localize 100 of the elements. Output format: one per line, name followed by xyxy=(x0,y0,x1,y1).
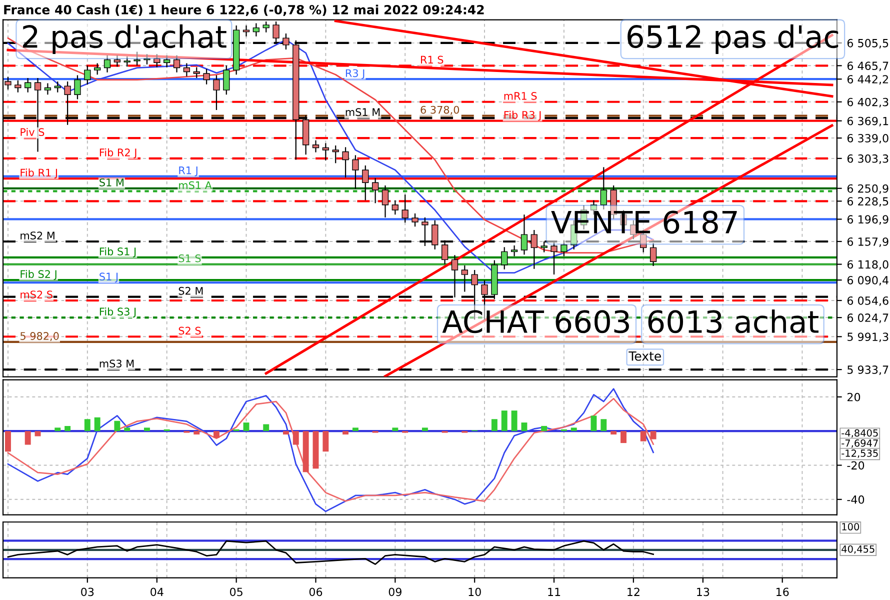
y-tick-label: 6 157,9 xyxy=(847,237,888,247)
text: 40,455 xyxy=(842,545,874,554)
bar xyxy=(64,426,71,432)
bar xyxy=(194,431,200,434)
ref-line-label: 5 982,0 xyxy=(20,332,59,341)
y-tick-label: 6 465,7 xyxy=(847,62,888,72)
ref-line-label: mS1 M xyxy=(346,108,380,116)
bar xyxy=(491,419,498,432)
ref-line-label: Fib R1 J xyxy=(20,168,57,179)
annotation: VENTE 6187 xyxy=(551,210,737,234)
candlestick xyxy=(322,142,330,161)
y-tick-label: 20 xyxy=(847,392,860,402)
line-series xyxy=(7,398,654,502)
bar xyxy=(282,431,289,434)
x-tick-label: 13 xyxy=(697,588,710,596)
candlestick xyxy=(94,62,101,76)
candlestick xyxy=(501,246,508,270)
text: -4,8405 xyxy=(842,429,878,438)
candlestick xyxy=(223,64,230,96)
candlestick xyxy=(44,82,52,96)
bar xyxy=(511,410,518,432)
ref-line-label: mR1 S xyxy=(504,92,537,100)
bar xyxy=(312,431,319,469)
x-tick-label: 06 xyxy=(309,588,322,596)
candlestick xyxy=(461,264,468,292)
ref-line-label: mS2 M xyxy=(20,232,54,240)
bar xyxy=(292,431,299,445)
candlestick xyxy=(124,56,130,68)
ref-line-label: Fib S1 J xyxy=(100,247,136,258)
candlestick xyxy=(312,140,320,153)
x-tick-label: 12 xyxy=(628,588,640,596)
x-tick-label: 09 xyxy=(388,588,402,596)
bar xyxy=(322,431,329,452)
bar xyxy=(24,431,31,445)
candlestick xyxy=(402,194,408,224)
ref-line-label: Piv S xyxy=(20,128,44,136)
candlestick xyxy=(154,54,160,68)
ref-line-label: mS1 A xyxy=(179,181,212,190)
candlestick xyxy=(342,146,349,178)
y-tick-label: 5 933,7 xyxy=(848,366,888,376)
bar xyxy=(422,428,428,432)
y-tick-label: 6 196,9 xyxy=(847,215,888,225)
bar xyxy=(541,426,548,432)
y-tick-label: 6 339,0 xyxy=(847,134,888,144)
y-tick-label: 6 228,5 xyxy=(847,197,888,207)
bar xyxy=(650,431,656,440)
ref-line-label: Fib R3 J xyxy=(504,110,541,121)
candlestick xyxy=(114,54,121,68)
candlestick xyxy=(600,166,607,210)
candlestick xyxy=(24,78,32,93)
x-tick-label: 03 xyxy=(81,588,94,596)
x-tick-label: 11 xyxy=(548,588,560,596)
bar xyxy=(263,424,270,432)
bar xyxy=(114,420,120,432)
ref-line-label: R1 J xyxy=(179,166,198,176)
y-tick-label: -20 xyxy=(847,461,864,470)
annotation: Texte xyxy=(628,352,661,361)
bar xyxy=(620,431,626,444)
bar xyxy=(54,428,61,432)
x-tick-label: 05 xyxy=(230,588,242,596)
y-tick-label: 6 024,7 xyxy=(847,314,888,324)
bar xyxy=(352,428,358,432)
y-tick-label: 6 054,6 xyxy=(847,296,888,306)
candlestick xyxy=(193,66,200,79)
bar xyxy=(5,431,11,452)
bar xyxy=(84,419,90,432)
bar xyxy=(213,431,220,438)
bar xyxy=(600,419,607,432)
bar xyxy=(34,431,41,436)
candlestick xyxy=(213,74,220,111)
ref-line-label: R1 S xyxy=(421,56,444,64)
candlestick xyxy=(14,80,22,93)
bar xyxy=(570,428,577,432)
candlestick xyxy=(54,80,61,93)
bar xyxy=(392,428,398,432)
y-tick-label: 5 991,3 xyxy=(848,332,888,342)
bar xyxy=(521,422,528,432)
y-tick-label: 6 442,2 xyxy=(847,75,888,85)
candlestick xyxy=(332,144,339,164)
candlestick xyxy=(203,68,210,85)
candlestick xyxy=(392,200,398,216)
candlestick xyxy=(84,64,91,85)
x-tick-label: 04 xyxy=(150,588,164,596)
candlestick xyxy=(362,164,369,201)
candlestick xyxy=(173,54,180,73)
x-tick-label: 10 xyxy=(468,588,481,596)
bar xyxy=(94,417,100,432)
ref-line-label: mS3 M xyxy=(100,360,134,368)
y-tick-label: 6 090,4 xyxy=(847,276,888,286)
candlestick xyxy=(74,74,81,100)
candlestick xyxy=(382,184,389,218)
annotation: ACHAT 6603 xyxy=(442,310,629,334)
annotation: 6013 achat xyxy=(648,310,819,334)
y-tick-label: 6 250,9 xyxy=(847,184,888,194)
bar xyxy=(610,431,617,434)
y-tick-label: -40 xyxy=(847,495,864,504)
candlestick xyxy=(183,62,190,77)
text: -7,6947 xyxy=(842,439,878,448)
candlestick xyxy=(372,177,379,204)
ref-line-label: S2 S xyxy=(178,326,201,335)
